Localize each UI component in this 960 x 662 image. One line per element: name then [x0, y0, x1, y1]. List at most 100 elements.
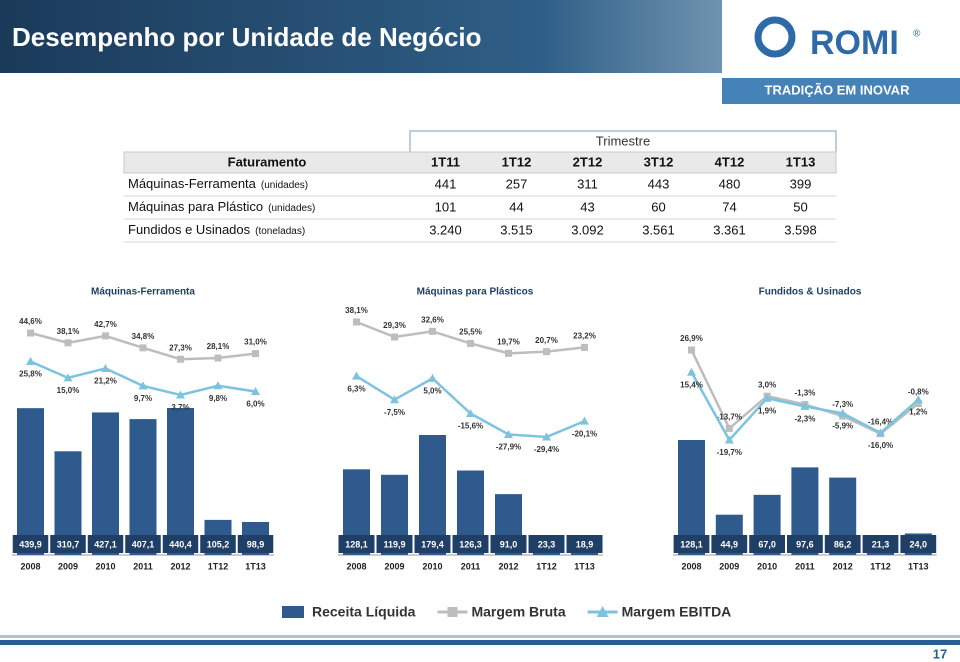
- chart-title: Máquinas-Ferramenta: [91, 287, 195, 298]
- marker: [353, 318, 360, 326]
- x-tick-label: 2008: [20, 561, 40, 571]
- marker: [505, 349, 512, 357]
- group-header: Trimestre: [596, 133, 650, 148]
- point-label: 15,4%: [680, 380, 703, 389]
- point-label: 31,0%: [244, 338, 267, 347]
- x-tick-label: 1T13: [245, 561, 266, 571]
- point-label: 29,3%: [383, 321, 406, 330]
- chart-title: Fundidos & Usinados: [759, 287, 862, 298]
- marker: [543, 348, 550, 356]
- legend-label: Margem Bruta: [471, 604, 565, 620]
- bar-label: 44,9: [721, 539, 739, 549]
- marker: [800, 401, 810, 410]
- point-label: 9,8%: [209, 394, 227, 403]
- x-tick-label: 1T12: [536, 561, 557, 571]
- point-label: 38,1%: [57, 327, 80, 336]
- cell: 74: [722, 199, 736, 214]
- bar-label-bg: [490, 535, 527, 553]
- point-label: 9,7%: [134, 394, 152, 403]
- point-label: 19,7%: [497, 337, 520, 346]
- marker: [838, 408, 848, 417]
- marker: [26, 356, 35, 365]
- bar-label: 407,1: [132, 539, 155, 549]
- cell: 44: [509, 199, 523, 214]
- marker: [428, 373, 437, 382]
- x-tick-label: 1T13: [574, 561, 595, 571]
- point-label: 3,0%: [758, 380, 776, 389]
- point-label: -0,8%: [908, 388, 929, 397]
- x-tick-label: 2010: [757, 561, 777, 571]
- bar: [167, 408, 194, 555]
- bar-label: 179,4: [421, 539, 444, 549]
- marker: [724, 435, 734, 444]
- legend-label: Margem EBITDA: [622, 604, 732, 620]
- x-tick-label: 2012: [498, 561, 518, 571]
- point-label: 25,8%: [19, 370, 42, 379]
- bar-label-bg: [162, 535, 199, 553]
- column-header: 1T12: [502, 154, 532, 169]
- bar-label-bg: [338, 535, 375, 553]
- bar-label: 18,9: [576, 539, 594, 549]
- point-label: -20,1%: [572, 429, 597, 438]
- point-label: 21,2%: [94, 377, 117, 386]
- bar-label-bg: [12, 535, 49, 553]
- chart-title: Máquinas para Plásticos: [417, 287, 534, 298]
- bar-label: 21,3: [872, 539, 890, 549]
- point-label: 44,6%: [19, 317, 42, 326]
- legend: Receita Líquida Margem Bruta Margem EBITDA: [282, 604, 731, 620]
- bar-label-bg: [452, 535, 489, 553]
- bar-label-bg: [787, 535, 823, 553]
- point-label: 1,2%: [909, 408, 927, 417]
- row-label-unit: (unidades): [268, 203, 315, 214]
- point-label: 28,1%: [207, 342, 230, 351]
- cell: 3.240: [429, 222, 462, 237]
- x-tick-label: 1T12: [870, 561, 891, 571]
- marker: [914, 399, 922, 407]
- x-tick-label: 2008: [346, 561, 366, 571]
- page-number: 17: [933, 646, 947, 661]
- x-tick-label: 2009: [58, 561, 78, 571]
- charts: Máquinas-Ferramenta 2008 2009 2010 2011 2012 1…: [12, 287, 937, 571]
- point-label: 5,0%: [423, 387, 441, 396]
- point-label: -1,3%: [794, 389, 815, 398]
- x-tick-label: 2009: [384, 561, 404, 571]
- point-label: 3,7%: [171, 403, 189, 412]
- point-label: -13,7%: [717, 413, 742, 422]
- point-label: -5,9%: [832, 421, 853, 430]
- cell: 60: [651, 199, 665, 214]
- bar-label-bg: [824, 535, 861, 553]
- marker: [252, 350, 259, 358]
- marker: [390, 395, 399, 404]
- marker: [581, 343, 588, 351]
- cell: 3.561: [642, 222, 675, 237]
- bar-label-bg: [566, 535, 603, 553]
- x-tick-label: 2011: [795, 561, 815, 571]
- marker: [391, 333, 398, 341]
- bar-label: 439,9: [19, 539, 42, 549]
- bar-label-bg: [862, 535, 899, 553]
- marker: [467, 339, 474, 347]
- point-label: -16,4%: [868, 418, 893, 427]
- bar-label: 105,2: [207, 539, 230, 549]
- x-tick-label: 2012: [170, 561, 190, 571]
- x-tick-label: 2011: [133, 561, 153, 571]
- tagline-bar: [722, 78, 960, 104]
- cell: 101: [435, 199, 457, 214]
- marker: [762, 393, 772, 402]
- header-row: [123, 151, 837, 174]
- column-header: Faturamento: [228, 154, 307, 169]
- bar-label: 427,1: [94, 539, 117, 549]
- bar-label: 91,0: [500, 539, 518, 549]
- bar-label: 97,6: [796, 539, 814, 549]
- x-tick-label: 2011: [461, 561, 481, 571]
- bar-label-bg: [50, 535, 86, 553]
- bar-label-bg: [125, 535, 161, 553]
- bar-label: 98,9: [247, 539, 265, 549]
- bar-label: 128,1: [680, 539, 703, 549]
- cell: 480: [719, 176, 741, 191]
- row-label: Máquinas-Ferramenta (unidades): [128, 176, 308, 191]
- cell: 443: [648, 176, 670, 191]
- cell: 50: [793, 199, 807, 214]
